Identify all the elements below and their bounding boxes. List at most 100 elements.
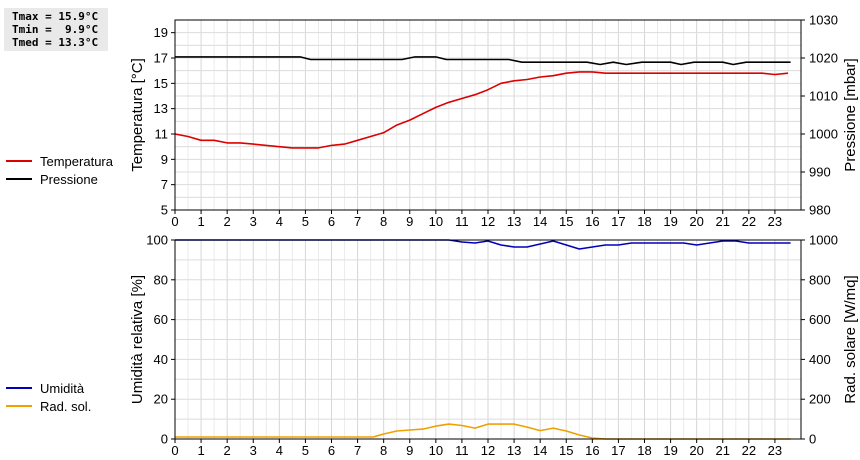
- series-line-umidit: [175, 239, 791, 250]
- x-tick-label: 8: [380, 443, 387, 458]
- x-tick-label: 2: [224, 214, 231, 229]
- y-tick-label: 60: [154, 312, 168, 327]
- x-tick-label: 13: [507, 443, 521, 458]
- y-tick-label: 7: [161, 177, 168, 192]
- x-tick-label: 3: [250, 443, 257, 458]
- legend-swatch-pressione: [6, 178, 32, 180]
- x-tick-label: 19: [663, 443, 677, 458]
- x-tick-label: 13: [507, 214, 521, 229]
- y-tick-label: 20: [154, 392, 168, 407]
- x-tick-label: 6: [328, 443, 335, 458]
- legend-item-pressione: Pressione: [6, 170, 113, 188]
- x-tick-label: 0: [171, 443, 178, 458]
- y2-tick-label: 0: [809, 432, 816, 447]
- legend-item-temperatura: Temperatura: [6, 152, 113, 170]
- x-tick-label: 10: [429, 214, 443, 229]
- y-tick-label: 15: [154, 76, 168, 91]
- legend-item-rad-sol: Rad. sol.: [6, 397, 91, 415]
- x-tick-label: 12: [481, 214, 495, 229]
- x-tick-label: 14: [533, 443, 547, 458]
- x-tick-label: 18: [637, 214, 651, 229]
- x-tick-label: 17: [611, 214, 625, 229]
- x-tick-label: 15: [559, 214, 573, 229]
- x-tick-label: 5: [302, 214, 309, 229]
- y-tick-label: 40: [154, 352, 168, 367]
- x-tick-label: 8: [380, 214, 387, 229]
- x-tick-label: 9: [406, 443, 413, 458]
- y-tick-label: 80: [154, 272, 168, 287]
- y2-tick-label: 990: [809, 165, 831, 180]
- stats-box: Tmax = 15.9°C Tmin = 9.9°C Tmed = 13.3°C: [4, 8, 108, 51]
- y2-tick-label: 1000: [809, 127, 838, 142]
- x-tick-label: 1: [197, 214, 204, 229]
- y-tick-label: 13: [154, 101, 168, 116]
- x-tick-label: 19: [663, 214, 677, 229]
- y-axis-label: Umidità relativa [%]: [129, 275, 146, 404]
- x-tick-label: 20: [689, 443, 703, 458]
- x-tick-label: 21: [716, 443, 730, 458]
- x-tick-label: 21: [716, 214, 730, 229]
- series-line-pressione: [175, 56, 791, 66]
- y-tick-label: 9: [161, 152, 168, 167]
- tmin-label: Tmin = 9.9°C: [12, 23, 99, 36]
- x-tick-label: 18: [637, 443, 651, 458]
- y-tick-label: 0: [161, 432, 168, 447]
- legend-label-umidita: Umidità: [40, 380, 85, 396]
- y-tick-label: 5: [161, 203, 168, 218]
- series-line-rad-sol: [175, 423, 791, 440]
- x-tick-label: 0: [171, 214, 178, 229]
- legend-item-umidita: Umidità: [6, 379, 91, 397]
- series-line-temperatura: [174, 71, 789, 149]
- x-tick-label: 2: [224, 443, 231, 458]
- legend-swatch-rad-sol: [6, 405, 32, 407]
- y2-tick-label: 1030: [809, 13, 838, 28]
- x-tick-label: 3: [250, 214, 257, 229]
- x-tick-label: 20: [689, 214, 703, 229]
- y-tick-label: 11: [155, 127, 169, 142]
- tmax-label: Tmax = 15.9°C: [12, 10, 99, 23]
- x-tick-label: 7: [354, 443, 361, 458]
- y2-tick-label: 200: [809, 392, 831, 407]
- legend-swatch-umidita: [6, 387, 32, 389]
- y2-tick-label: 600: [809, 312, 831, 327]
- x-tick-label: 22: [742, 443, 756, 458]
- tmed-label: Tmed = 13.3°C: [12, 36, 99, 49]
- x-tick-label: 16: [585, 214, 599, 229]
- y2-tick-label: 1020: [809, 51, 838, 66]
- y-tick-label: 19: [154, 25, 168, 40]
- x-tick-label: 22: [742, 214, 756, 229]
- x-tick-label: 23: [768, 443, 782, 458]
- x-tick-label: 7: [354, 214, 361, 229]
- legend-label-rad-sol: Rad. sol.: [40, 398, 92, 414]
- x-tick-label: 1: [197, 443, 204, 458]
- x-tick-label: 12: [481, 443, 495, 458]
- y2-tick-label: 400: [809, 352, 831, 367]
- x-tick-label: 11: [455, 214, 469, 229]
- legend-label-pressione: Pressione: [40, 171, 98, 187]
- x-tick-label: 23: [768, 214, 782, 229]
- y2-tick-label: 980: [809, 203, 831, 218]
- x-tick-label: 10: [429, 443, 443, 458]
- y2-tick-label: 1010: [809, 89, 838, 104]
- x-tick-label: 11: [455, 443, 469, 458]
- legend-top: Temperatura Pressione: [6, 152, 113, 188]
- y2-axis-label: Rad. solare [W/mq]: [842, 275, 859, 403]
- x-tick-label: 4: [276, 443, 283, 458]
- x-tick-label: 15: [559, 443, 573, 458]
- x-tick-label: 6: [328, 214, 335, 229]
- y-tick-label: 17: [154, 51, 168, 66]
- x-tick-label: 5: [302, 443, 309, 458]
- y2-tick-label: 800: [809, 272, 831, 287]
- x-tick-label: 17: [611, 443, 625, 458]
- y-axis-label: Temperatura [°C]: [129, 58, 146, 172]
- x-tick-label: 14: [533, 214, 547, 229]
- y2-tick-label: 1000: [809, 233, 838, 248]
- y-tick-label: 100: [146, 233, 168, 248]
- x-tick-label: 4: [276, 214, 283, 229]
- legend-label-temperatura: Temperatura: [40, 153, 113, 169]
- x-tick-label: 9: [406, 214, 413, 229]
- x-tick-label: 16: [585, 443, 599, 458]
- y2-axis-label: Pressione [mbar]: [842, 58, 859, 171]
- legend-bottom: Umidità Rad. sol.: [6, 379, 91, 415]
